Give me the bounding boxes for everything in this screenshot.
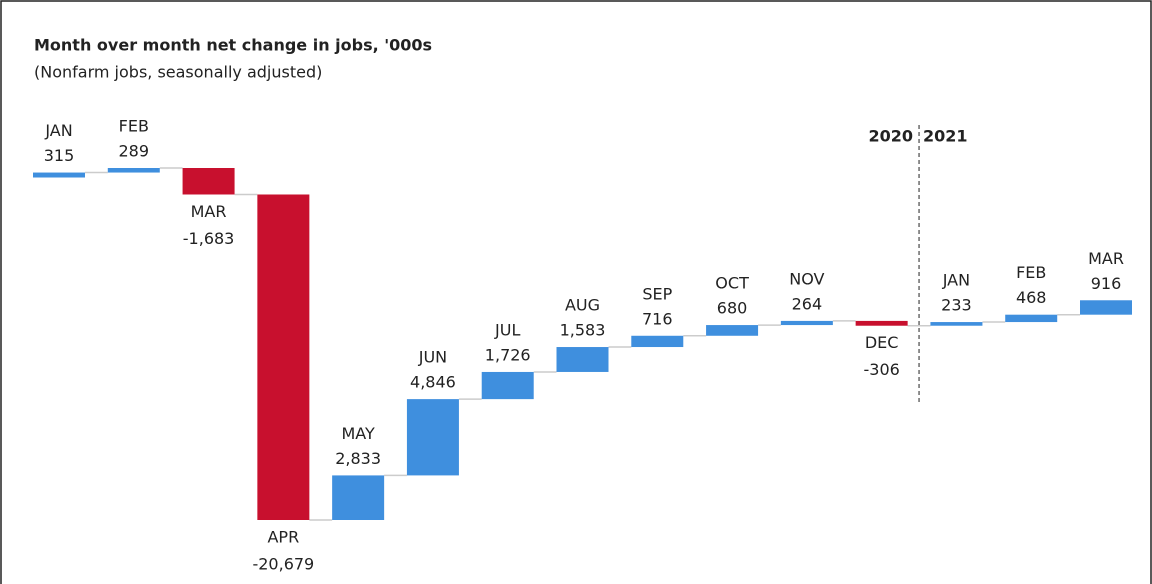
value-label: 233 [941, 296, 972, 315]
bar [1005, 314, 1058, 323]
category-label: JAN [942, 271, 970, 290]
value-label: 716 [642, 309, 673, 328]
category-label: SEP [642, 284, 672, 303]
value-label: -306 [863, 360, 899, 379]
value-label: 315 [44, 146, 75, 165]
value-label: 468 [1016, 288, 1047, 307]
value-label: -20,679 [252, 555, 314, 574]
category-label: JAN [44, 121, 72, 140]
bar [930, 322, 983, 326]
value-label: -1,683 [183, 229, 235, 248]
value-label: 2,833 [335, 449, 381, 468]
value-label: 1,726 [485, 345, 531, 364]
value-label: 680 [717, 299, 748, 318]
category-label: JUN [418, 348, 447, 367]
bar [556, 347, 609, 372]
year-label: 2020 [869, 127, 914, 146]
bar [406, 399, 459, 476]
value-label: 289 [119, 142, 150, 161]
value-label: 4,846 [410, 373, 456, 392]
category-label: NOV [789, 269, 824, 288]
bar [257, 194, 310, 521]
value-label: 264 [792, 294, 823, 313]
category-label: MAR [1088, 249, 1124, 268]
bar [706, 325, 759, 336]
category-label: FEB [119, 117, 149, 136]
category-label: APR [267, 528, 299, 547]
category-label: FEB [1016, 263, 1046, 282]
bar [182, 168, 235, 195]
bar [332, 475, 385, 520]
category-label: MAY [342, 424, 376, 443]
bar [1080, 300, 1132, 315]
bar [33, 172, 85, 178]
value-label: 916 [1091, 274, 1122, 293]
value-label: 1,583 [560, 321, 606, 340]
category-label: OCT [715, 274, 749, 293]
bar [107, 168, 160, 173]
category-label: MAR [191, 202, 227, 221]
category-label: JUL [494, 320, 520, 339]
chart-title: Month over month net change in jobs, '00… [34, 36, 432, 55]
bar [855, 320, 908, 326]
bar [631, 335, 684, 348]
bar [780, 320, 833, 326]
chart-subtitle: (Nonfarm jobs, seasonally adjusted) [34, 63, 322, 82]
bar [481, 371, 534, 400]
year-label: 2021 [923, 127, 968, 146]
category-label: DEC [865, 333, 899, 352]
category-label: AUG [565, 296, 600, 315]
